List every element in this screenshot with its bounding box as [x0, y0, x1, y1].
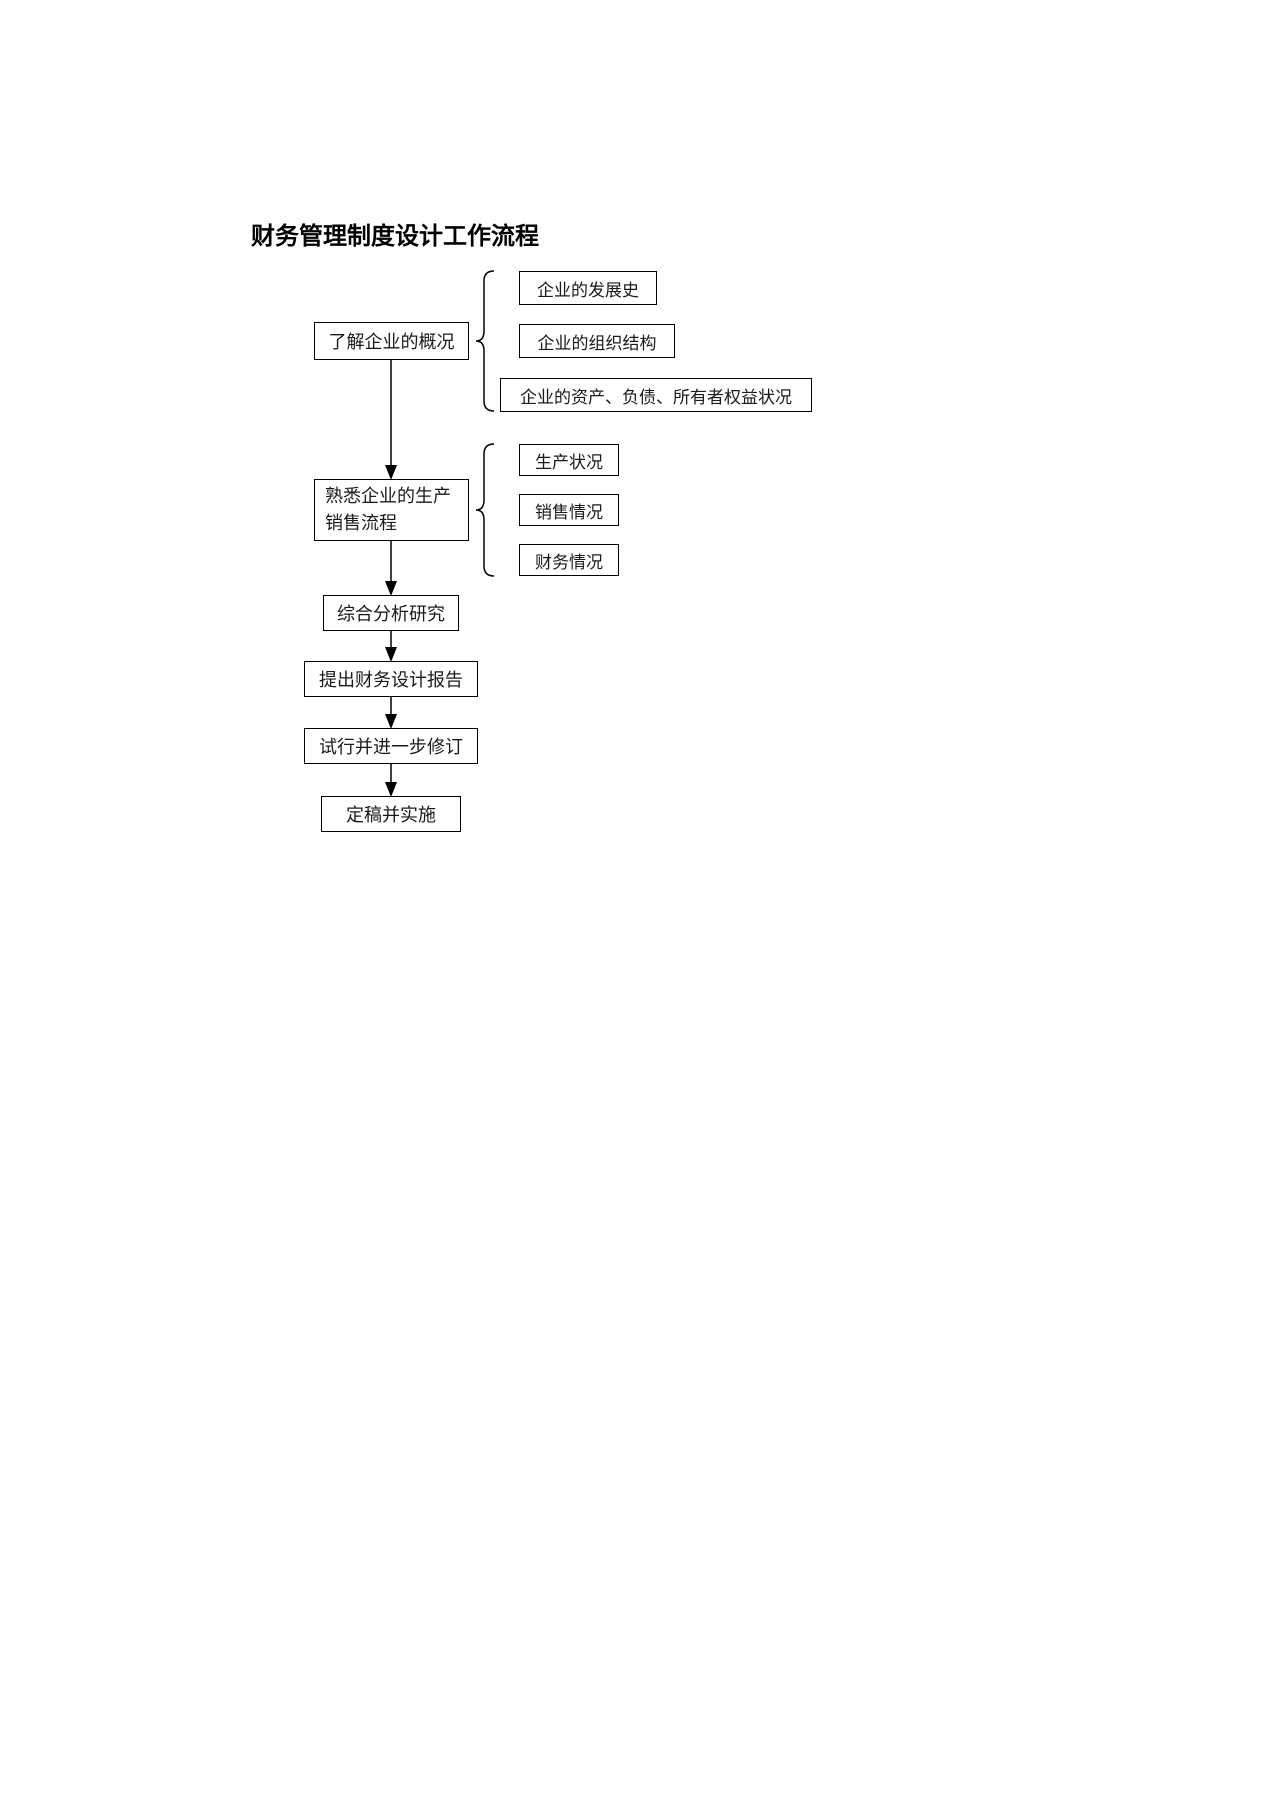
side-item-assets: 企业的资产、负债、所有者权益状况: [500, 378, 812, 412]
side-item-production: 生产状况: [519, 444, 619, 476]
node-finalize: 定稿并实施: [321, 796, 461, 832]
side-item-finance: 财务情况: [519, 544, 619, 576]
node-analysis: 综合分析研究: [323, 595, 459, 631]
node-overview: 了解企业的概况: [314, 322, 469, 360]
diagram-title: 财务管理制度设计工作流程: [251, 216, 539, 251]
side-item-history: 企业的发展史: [519, 271, 657, 305]
side-item-sales: 销售情况: [519, 494, 619, 526]
node-report: 提出财务设计报告: [304, 661, 478, 697]
side-item-org: 企业的组织结构: [519, 324, 675, 358]
node-trial: 试行并进一步修订: [304, 728, 478, 764]
node-production-sales: 熟悉企业的生产销售流程: [314, 479, 469, 541]
